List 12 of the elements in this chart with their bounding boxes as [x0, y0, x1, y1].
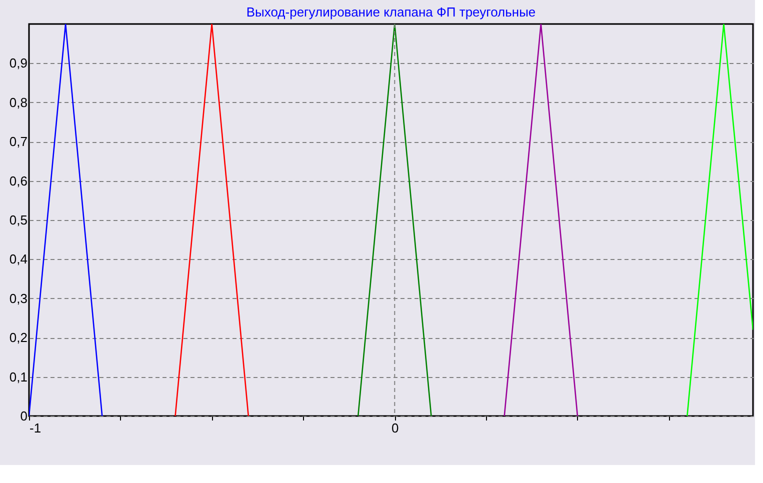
- y-tick-label: 0,9: [9, 56, 28, 71]
- y-tick-label: 0,7: [9, 134, 28, 150]
- y-tick-label: 0,5: [9, 212, 28, 228]
- y-tick-label: 0,3: [9, 290, 28, 306]
- y-tick-label: 0,1: [9, 369, 28, 384]
- y-tick-label: 0,8: [9, 94, 28, 110]
- y-tick-label: 0,4: [9, 252, 28, 267]
- y-tick-label: 0: [20, 408, 28, 424]
- y-tick-label: 0,6: [9, 173, 28, 188]
- y-tick-label: 0,2: [9, 330, 28, 346]
- chart-title: Выход-регулирование клапана ФП треугольные: [246, 4, 536, 20]
- x-tick-label: -1: [30, 420, 42, 436]
